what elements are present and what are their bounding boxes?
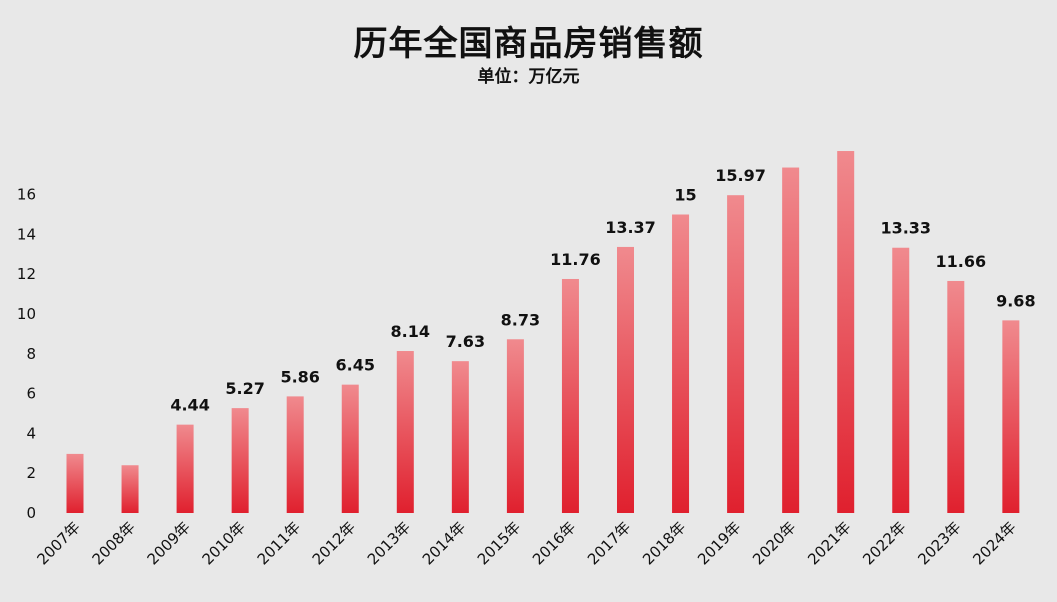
bar-2008年 — [121, 465, 139, 513]
data-label: 8.73 — [501, 310, 540, 329]
y-tick-label: 0 — [26, 504, 36, 522]
y-axis: 0 2 4 6 8 10 12 14 16 — [17, 186, 36, 522]
bar-2014年 — [451, 361, 469, 513]
x-tick-label: 2018年 — [639, 518, 689, 568]
bar-2007年 — [66, 453, 84, 513]
y-tick-label: 6 — [26, 385, 36, 403]
bar-2013年 — [396, 351, 414, 513]
x-tick-label: 2008年 — [89, 518, 139, 568]
x-tick-label: 2021年 — [804, 518, 854, 568]
bar-2018年 — [672, 214, 690, 513]
bar-2024年 — [1002, 320, 1020, 513]
x-tick-label: 2023年 — [914, 518, 964, 568]
chart-subtitle: 单位：万亿元 — [477, 67, 580, 87]
x-tick-label: 2017年 — [584, 518, 634, 568]
bar-2012年 — [341, 384, 359, 513]
bar-2023年 — [947, 280, 965, 513]
bar-2015年 — [506, 339, 524, 513]
x-tick-label: 2022年 — [859, 518, 909, 568]
y-tick-label: 16 — [17, 186, 36, 204]
data-label: 13.33 — [880, 219, 931, 238]
y-tick-label: 10 — [17, 305, 36, 323]
bar-2009年 — [176, 424, 194, 513]
data-label: 4.44 — [170, 396, 209, 415]
data-label: 5.27 — [225, 379, 264, 398]
bar-2017年 — [617, 246, 634, 513]
y-tick-label: 8 — [26, 345, 36, 363]
x-tick-label: 2013年 — [364, 518, 414, 568]
data-label: 6.45 — [336, 356, 375, 375]
data-label: 7.63 — [446, 332, 485, 351]
bar-2021年 — [837, 151, 855, 514]
bar-2019年 — [727, 195, 745, 513]
data-label: 15 — [674, 186, 696, 205]
x-tick-label: 2020年 — [749, 518, 799, 568]
x-tick-label: 2011年 — [254, 518, 304, 568]
x-tick-label: 2012年 — [309, 518, 359, 568]
data-label: 5.86 — [280, 367, 319, 386]
x-axis: 2007年 2008年 2009年 2010年 2011年 2012年 2013年 2014年… — [33, 518, 1019, 568]
data-label: 9.68 — [996, 291, 1035, 310]
data-label: 11.66 — [935, 252, 986, 271]
x-tick-label: 2007年 — [33, 518, 83, 568]
x-tick-label: 2010年 — [199, 518, 249, 568]
x-tick-label: 2016年 — [529, 518, 579, 568]
data-label: 13.37 — [605, 218, 656, 237]
bar-2020年 — [782, 167, 800, 513]
x-tick-label: 2024年 — [969, 518, 1019, 568]
y-tick-label: 2 — [26, 464, 36, 482]
bar-2010年 — [231, 408, 249, 513]
x-tick-label: 2019年 — [694, 518, 744, 568]
bars — [66, 151, 1020, 514]
data-label: 15.97 — [715, 166, 766, 185]
x-tick-label: 2009年 — [144, 518, 194, 568]
bar-2022年 — [892, 247, 910, 513]
y-tick-label: 12 — [17, 265, 36, 283]
y-tick-label: 14 — [17, 225, 36, 243]
chart-title: 历年全国商品房销售额 — [353, 24, 704, 64]
x-tick-label: 2014年 — [419, 518, 469, 568]
data-label: 11.76 — [550, 250, 601, 269]
bar-2011年 — [286, 396, 304, 513]
data-label: 8.14 — [391, 322, 430, 341]
x-tick-label: 2015年 — [474, 518, 524, 568]
bar-2016年 — [561, 278, 579, 513]
y-tick-label: 4 — [26, 424, 36, 442]
